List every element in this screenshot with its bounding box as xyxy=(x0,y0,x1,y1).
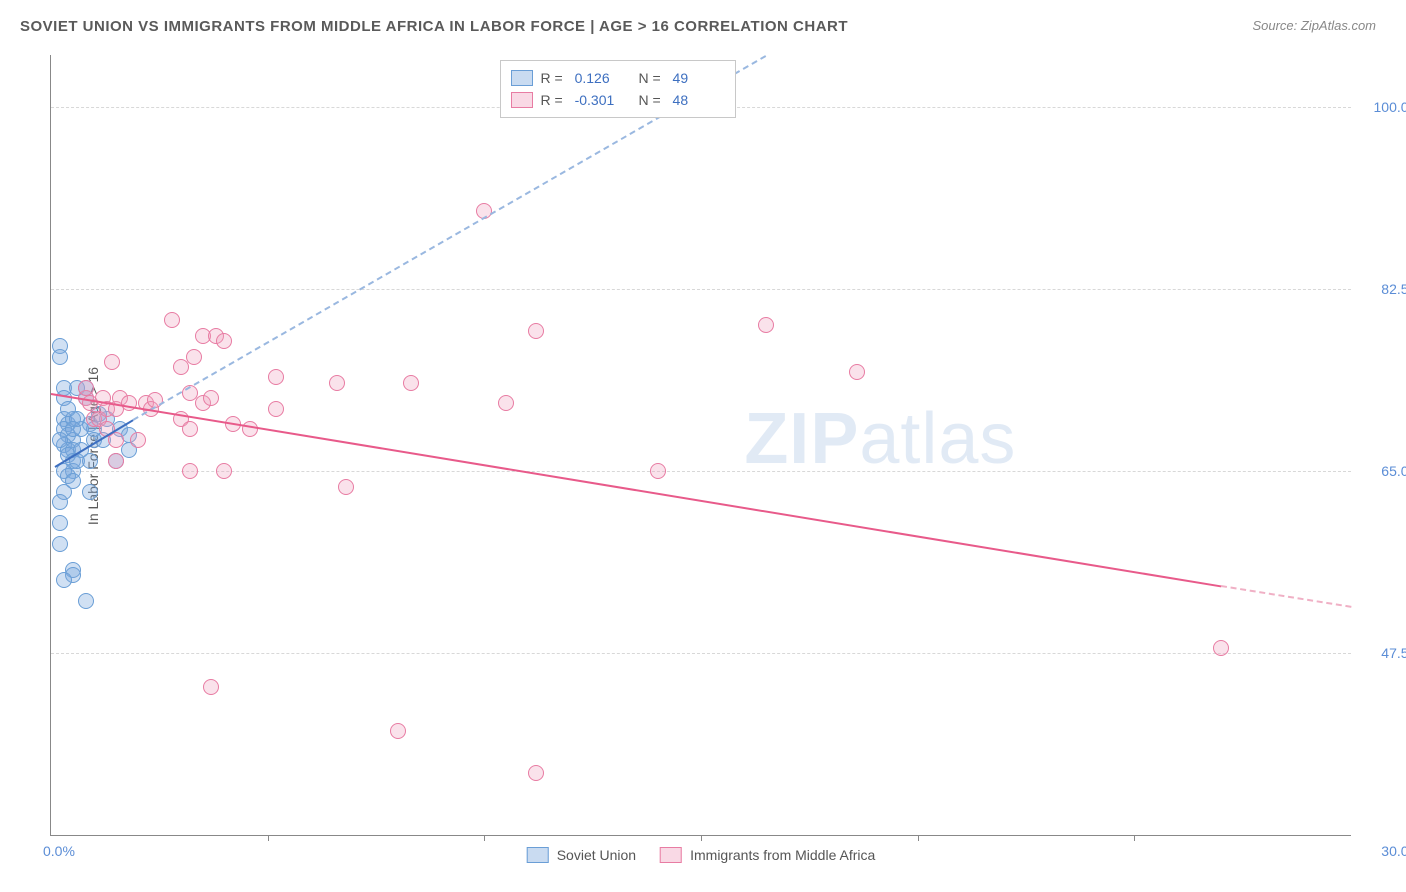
correlation-stats-box: R = 0.126 N = 49R = -0.301 N = 48 xyxy=(500,60,736,118)
x-tick-mark xyxy=(484,835,485,841)
point-middle-africa xyxy=(329,375,345,391)
point-middle-africa xyxy=(121,395,137,411)
point-soviet xyxy=(60,401,76,417)
point-soviet xyxy=(52,536,68,552)
stat-label: N = xyxy=(635,92,665,108)
point-soviet xyxy=(52,515,68,531)
point-middle-africa xyxy=(130,432,146,448)
point-middle-africa xyxy=(203,679,219,695)
point-soviet xyxy=(78,593,94,609)
legend-swatch xyxy=(511,92,533,108)
stat-label: R = xyxy=(541,70,567,86)
point-middle-africa xyxy=(498,395,514,411)
y-tick-label: 100.0% xyxy=(1361,99,1406,115)
gridline-h xyxy=(51,471,1351,472)
point-middle-africa xyxy=(268,401,284,417)
legend-label: Immigrants from Middle Africa xyxy=(690,847,875,863)
point-middle-africa xyxy=(78,380,94,396)
y-tick-label: 82.5% xyxy=(1361,281,1406,297)
point-soviet xyxy=(52,432,68,448)
legend-bottom: Soviet Union Immigrants from Middle Afric… xyxy=(527,847,876,863)
stats-row: R = 0.126 N = 49 xyxy=(511,67,725,89)
gridline-h xyxy=(51,653,1351,654)
point-middle-africa xyxy=(390,723,406,739)
point-middle-africa xyxy=(650,463,666,479)
x-tick-mark xyxy=(268,835,269,841)
point-middle-africa xyxy=(338,479,354,495)
legend-swatch xyxy=(527,847,549,863)
point-soviet xyxy=(52,494,68,510)
y-tick-label: 65.0% xyxy=(1361,463,1406,479)
legend-label: Soviet Union xyxy=(557,847,636,863)
point-middle-africa xyxy=(104,354,120,370)
point-soviet xyxy=(52,349,68,365)
point-soviet xyxy=(82,453,98,469)
legend-swatch xyxy=(660,847,682,863)
x-tick-mark xyxy=(701,835,702,841)
point-middle-africa xyxy=(1213,640,1229,656)
n-value: 48 xyxy=(673,92,725,108)
trendline-middle-africa-ext xyxy=(1221,585,1351,608)
point-middle-africa xyxy=(203,390,219,406)
source-attribution: Source: ZipAtlas.com xyxy=(1252,18,1376,33)
x-tick-label: 30.0% xyxy=(1361,843,1406,859)
point-middle-africa xyxy=(173,359,189,375)
stats-row: R = -0.301 N = 48 xyxy=(511,89,725,111)
x-tick-mark xyxy=(1134,835,1135,841)
chart-title: SOVIET UNION VS IMMIGRANTS FROM MIDDLE A… xyxy=(20,18,848,35)
point-middle-africa xyxy=(528,765,544,781)
legend-swatch xyxy=(511,70,533,86)
point-soviet xyxy=(82,484,98,500)
trendline-middle-africa xyxy=(51,393,1221,587)
point-middle-africa xyxy=(849,364,865,380)
point-middle-africa xyxy=(268,369,284,385)
x-tick-mark xyxy=(918,835,919,841)
point-middle-africa xyxy=(242,421,258,437)
point-middle-africa xyxy=(182,463,198,479)
point-soviet xyxy=(65,421,81,437)
legend-item: Soviet Union xyxy=(527,847,636,863)
r-value: -0.301 xyxy=(575,92,627,108)
point-middle-africa xyxy=(164,312,180,328)
watermark: ZIPatlas xyxy=(744,398,1016,480)
point-middle-africa xyxy=(216,333,232,349)
stat-label: R = xyxy=(541,92,567,108)
point-middle-africa xyxy=(108,453,124,469)
n-value: 49 xyxy=(673,70,725,86)
scatter-plot: ZIPatlas 47.5%65.0%82.5%100.0%0.0%30.0%R… xyxy=(50,55,1351,836)
point-middle-africa xyxy=(528,323,544,339)
point-middle-africa xyxy=(186,349,202,365)
x-tick-label: 0.0% xyxy=(43,843,75,859)
point-middle-africa xyxy=(182,421,198,437)
point-middle-africa xyxy=(758,317,774,333)
point-middle-africa xyxy=(216,463,232,479)
legend-item: Immigrants from Middle Africa xyxy=(660,847,875,863)
stat-label: N = xyxy=(635,70,665,86)
y-tick-label: 47.5% xyxy=(1361,645,1406,661)
point-middle-africa xyxy=(403,375,419,391)
point-soviet xyxy=(56,572,72,588)
r-value: 0.126 xyxy=(575,70,627,86)
gridline-h xyxy=(51,289,1351,290)
